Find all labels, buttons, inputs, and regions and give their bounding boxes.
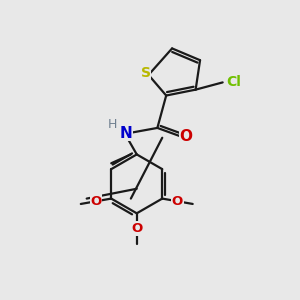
Text: O: O [131, 222, 142, 235]
Text: O: O [180, 129, 193, 144]
Text: O: O [91, 195, 102, 208]
Text: Cl: Cl [226, 75, 241, 89]
Text: O: O [172, 195, 183, 208]
Text: N: N [119, 126, 132, 141]
Text: H: H [108, 118, 117, 131]
Text: S: S [141, 66, 151, 80]
